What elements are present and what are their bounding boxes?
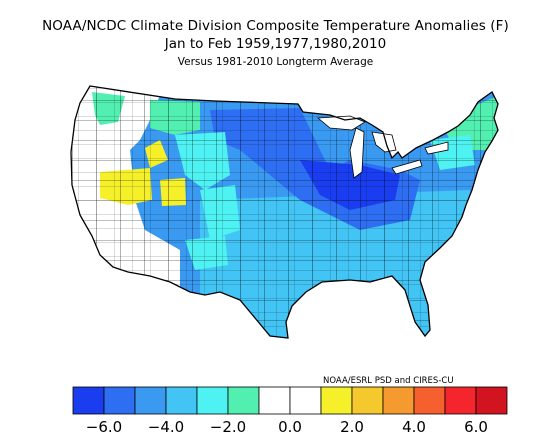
legend-swatch: [72, 386, 105, 415]
legend-tick-label: −6.0: [85, 418, 123, 436]
legend-tick-label: 4.0: [402, 418, 426, 436]
legend-tick-label: 2.0: [340, 418, 364, 436]
legend-tick-label: 0.0: [278, 418, 302, 436]
legend-swatch: [258, 386, 291, 415]
great-lakes: [316, 115, 449, 179]
legend-swatch: [227, 386, 260, 415]
legend-tick-label: −2.0: [209, 418, 247, 436]
legend-tick-label: −4.0: [147, 418, 185, 436]
legend-swatch: [289, 386, 322, 415]
anomaly-fill-layer: [71, 86, 498, 338]
credit-text: NOAA/ESRL PSD and CIRES-CU: [323, 376, 454, 386]
legend-swatch: [320, 386, 353, 415]
legend-swatch: [475, 386, 508, 415]
legend-swatch: [103, 386, 136, 415]
legend-swatch: [413, 386, 446, 415]
map-subtitle-period: Jan to Feb 1959,1977,1980,2010: [164, 36, 387, 52]
legend-swatch: [196, 386, 229, 415]
legend-colorbar: [72, 386, 508, 415]
legend-swatch: [351, 386, 384, 415]
map-title: NOAA/NCDC Climate Division Composite Tem…: [42, 18, 509, 34]
legend-swatch: [444, 386, 477, 415]
legend-tick-label: 6.0: [464, 418, 488, 436]
legend-swatch: [382, 386, 415, 415]
legend-swatch: [165, 386, 198, 415]
legend-swatch: [134, 386, 167, 415]
map-subtitle-baseline: Versus 1981-2010 Longterm Average: [177, 56, 374, 68]
